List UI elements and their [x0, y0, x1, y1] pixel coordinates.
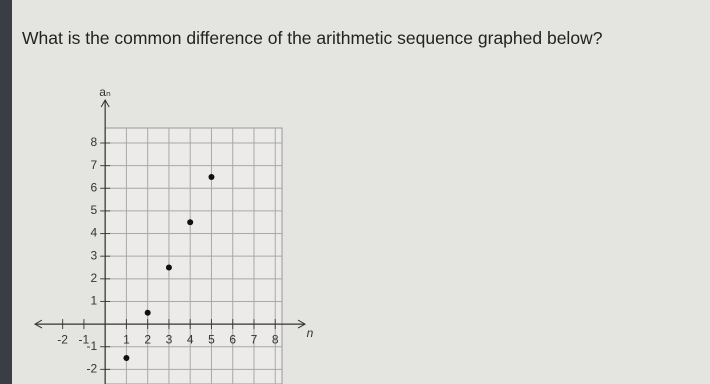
point	[144, 309, 151, 316]
point	[187, 219, 194, 226]
y-axis-label: aₙ	[99, 85, 111, 99]
point	[123, 355, 130, 362]
x-tick-label: 4	[187, 332, 194, 346]
x-axis-label: n	[307, 326, 314, 340]
y-tick-label: 6	[90, 180, 97, 194]
x-tick-label: 2	[144, 332, 151, 346]
x-tick-label: 5	[208, 332, 215, 346]
x-tick-label: -1	[79, 332, 90, 346]
x-tick-label: 6	[229, 332, 236, 346]
y-tick-label: 4	[90, 226, 97, 240]
y-axis-arrow	[100, 98, 110, 108]
y-tick-label: 3	[90, 248, 97, 262]
y-tick-label: 2	[90, 271, 97, 285]
y-tick-label: 5	[90, 203, 97, 217]
question: What is the common difference of the ari…	[22, 28, 603, 48]
x-tick-label: -2	[57, 332, 68, 346]
x-tick-label: 1	[123, 332, 130, 346]
y-tick-label: -1	[86, 339, 97, 353]
screen-edge	[0, 0, 12, 384]
y-tick-label: -2	[86, 362, 97, 376]
x-tick-label: 7	[251, 332, 258, 346]
y-tick-label: 8	[90, 135, 97, 149]
y-tick-label: 7	[90, 158, 97, 172]
point	[208, 173, 215, 180]
x-tick-label: 8	[272, 332, 279, 346]
x-axis-arrow	[33, 319, 307, 329]
y-tick-label: 1	[90, 294, 97, 308]
x-tick-label: 3	[166, 332, 173, 346]
point	[165, 264, 172, 271]
